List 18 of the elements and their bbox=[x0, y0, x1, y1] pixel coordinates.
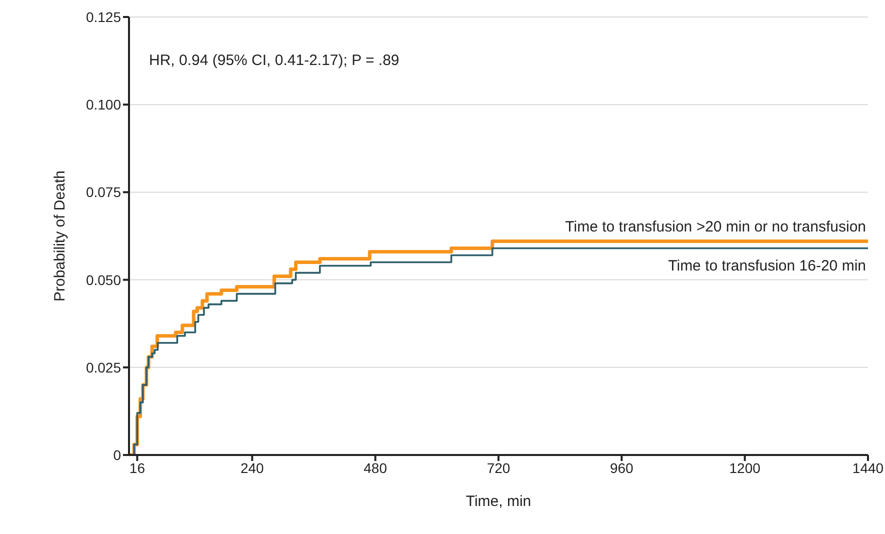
y-tick-label: 0.125 bbox=[86, 8, 122, 25]
y-tick-label: 0.075 bbox=[86, 184, 122, 200]
series-label: Time to transfusion >20 min or no transfusion bbox=[565, 218, 866, 236]
x-tick-label: 1440 bbox=[852, 460, 884, 476]
y-tick-label: 0.025 bbox=[86, 359, 122, 376]
annotation: HR, 0.94 (95% CI, 0.41-2.17); P = .89 bbox=[149, 52, 400, 69]
x-tick-label: 1200 bbox=[729, 460, 761, 476]
x-tick-label: 240 bbox=[240, 460, 264, 476]
series-label: Time to transfusion 16-20 min bbox=[668, 257, 866, 274]
y-tick-label: 0 bbox=[113, 446, 122, 463]
x-tick-label: 480 bbox=[364, 460, 388, 476]
x-tick-label: 720 bbox=[486, 460, 510, 476]
y-tick-label: 0.100 bbox=[86, 96, 122, 113]
x-axis-title: Time, min bbox=[466, 493, 532, 510]
y-tick-label: 0.050 bbox=[86, 272, 122, 288]
x-tick-label: 960 bbox=[610, 460, 634, 476]
x-tick-label: 16 bbox=[129, 460, 146, 476]
y-axis-title: Probability of Death bbox=[51, 170, 68, 302]
